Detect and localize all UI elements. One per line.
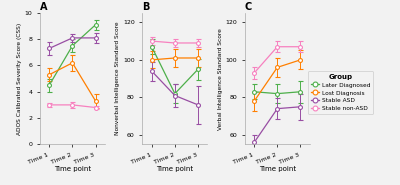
X-axis label: Time point: Time point (54, 166, 91, 172)
Y-axis label: ADOS Calibrated Severity Score (CSS): ADOS Calibrated Severity Score (CSS) (17, 23, 22, 135)
Y-axis label: Verbal Intelligence Standard Score: Verbal Intelligence Standard Score (218, 28, 223, 130)
Text: C: C (245, 2, 252, 12)
Legend: Later Diagnosed, Lost Diagnosis, Stable ASD, Stable non-ASD: Later Diagnosed, Lost Diagnosis, Stable … (308, 71, 373, 114)
Text: B: B (142, 2, 150, 12)
Text: A: A (40, 2, 48, 12)
Y-axis label: Nonverbal Intelligence Standard Score: Nonverbal Intelligence Standard Score (115, 22, 120, 135)
X-axis label: Time point: Time point (259, 166, 296, 172)
X-axis label: Time point: Time point (156, 166, 194, 172)
